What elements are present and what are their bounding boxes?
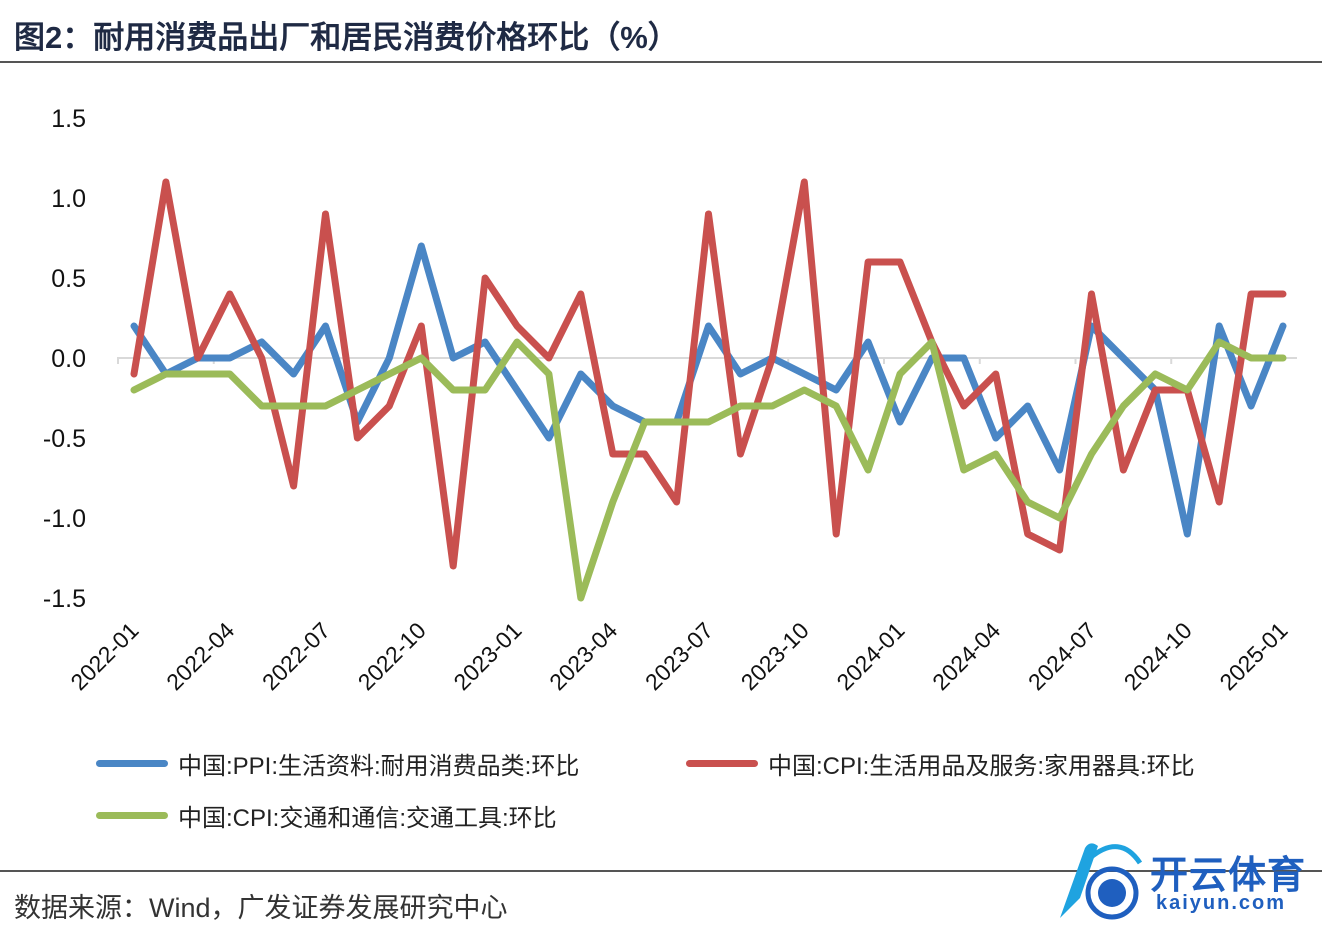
footer-divider bbox=[0, 870, 1322, 872]
legend-item-ppi: 中国:PPI:生活资料:耐用消费品类:环比 bbox=[96, 746, 579, 781]
x-tick-label: 2024-04 bbox=[927, 617, 1005, 695]
legend-label-appliances: 中国:CPI:生活用品及服务:家用器具:环比 bbox=[768, 753, 1195, 780]
source-note: 数据来源：Wind，广发证券发展研究中心 bbox=[14, 893, 508, 923]
x-tick-label: 2023-07 bbox=[640, 617, 718, 695]
x-tick-label: 2022-07 bbox=[257, 617, 335, 695]
x-tick-label: 2022-01 bbox=[65, 617, 143, 695]
x-tick-label: 2023-10 bbox=[736, 617, 814, 695]
x-tick-label: 2023-01 bbox=[448, 617, 526, 695]
x-tick-label: 2024-01 bbox=[831, 617, 909, 695]
y-axis: 1.5 1.0 0.5 0.0 -0.5 -1.0 -1.5 bbox=[43, 105, 86, 613]
title-divider bbox=[0, 61, 1322, 63]
x-axis: 2022-01 2022-04 2022-07 2022-10 2023-01 2023-… bbox=[65, 617, 1292, 695]
x-tick-label: 2022-04 bbox=[161, 617, 239, 695]
logo-mark-icon bbox=[1060, 843, 1143, 920]
x-tick-label: 2022-10 bbox=[353, 617, 431, 695]
logo-text-en: kaiyun.com bbox=[1156, 892, 1287, 914]
cpi-appliances-line bbox=[130, 178, 1287, 570]
legend-swatch-ppi bbox=[96, 760, 168, 767]
y-tick-label: -1.5 bbox=[43, 585, 86, 613]
legend-label-vehicles: 中国:CPI:交通和通信:交通工具:环比 bbox=[178, 805, 557, 832]
x-tick-label: 2025-01 bbox=[1214, 617, 1292, 695]
y-tick-label: 0.5 bbox=[51, 265, 86, 293]
series-lines bbox=[130, 178, 1287, 602]
y-tick-label: -1.0 bbox=[43, 505, 86, 533]
y-tick-label: 1.5 bbox=[51, 105, 86, 133]
legend-item-vehicles: 中国:CPI:交通和通信:交通工具:环比 bbox=[96, 798, 557, 833]
x-tick-label: 2024-07 bbox=[1023, 617, 1101, 695]
legend-swatch-appliances bbox=[686, 760, 758, 767]
line-chart: 1.51.00.50.0-0.5-1.0-1.5 2022-01 2022-04 2… bbox=[43, 105, 1297, 695]
legend-label-ppi: 中国:PPI:生活资料:耐用消费品类:环比 bbox=[178, 753, 580, 780]
y-tick-label: -0.5 bbox=[43, 425, 86, 453]
watermark-logo: 开云体育 kaiyun.com bbox=[1040, 838, 1320, 928]
logo-text-cn: 开云体育 bbox=[1150, 855, 1307, 897]
legend-item-appliances: 中国:CPI:生活用品及服务:家用器具:环比 bbox=[686, 746, 1195, 781]
y-tick-label: 0.0 bbox=[51, 345, 86, 373]
chart-title: 图2：耐用消费品出厂和居民消费价格环比（%） bbox=[14, 20, 679, 55]
x-tick-label: 2024-10 bbox=[1119, 617, 1197, 695]
y-tick-label: 1.0 bbox=[51, 185, 86, 213]
legend-swatch-vehicles bbox=[96, 812, 168, 819]
x-tick-label: 2023-04 bbox=[544, 617, 622, 695]
